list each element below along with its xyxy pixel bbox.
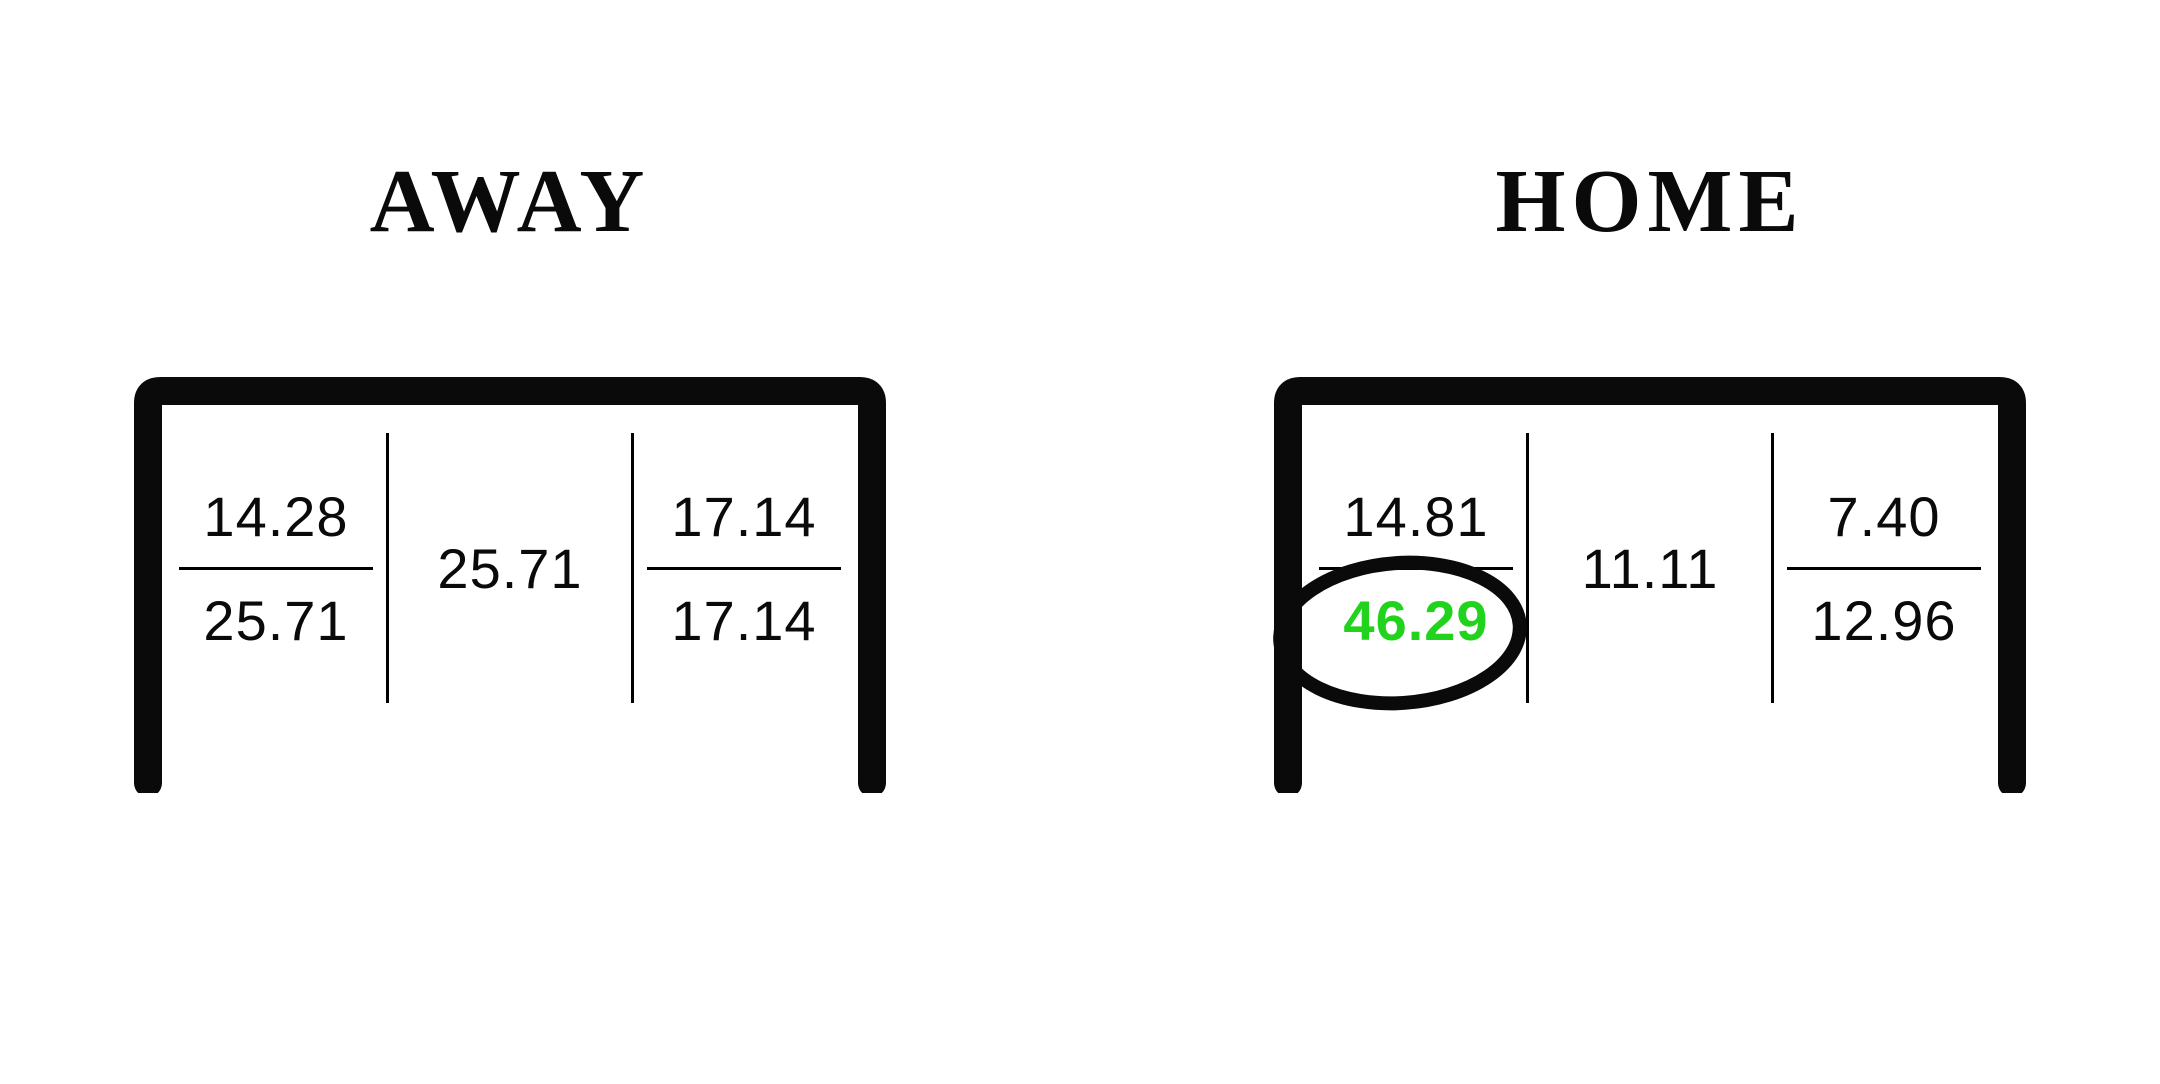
away-col-mid: 25.71 — [389, 423, 631, 713]
home-title: Home — [1270, 150, 2030, 253]
home-zone-bottom-left: 46.29 — [1306, 570, 1526, 671]
home-zone-middle: 11.11 — [1529, 518, 1771, 619]
away-col-right: 17.14 17.14 — [634, 423, 854, 713]
home-col-right: 7.40 12.96 — [1774, 423, 1994, 713]
away-title: Away — [130, 150, 890, 253]
away-zone-top-left: 14.28 — [166, 466, 386, 567]
home-panel: Home 14.81 46.29 11.11 7.40 12 — [1270, 150, 2030, 793]
away-col-left: 14.28 25.71 — [166, 423, 386, 713]
away-zone-middle: 25.71 — [389, 518, 631, 619]
home-zone-bottom-right: 12.96 — [1774, 570, 1994, 671]
home-col-mid: 11.11 — [1529, 423, 1771, 713]
away-panel: Away 14.28 25.71 25.71 17.14 1 — [130, 150, 890, 793]
home-col-left: 14.81 46.29 — [1306, 423, 1526, 713]
home-zones: 14.81 46.29 11.11 7.40 12.96 — [1306, 423, 1994, 713]
home-zone-top-right: 7.40 — [1774, 466, 1994, 567]
away-zone-bottom-right: 17.14 — [634, 570, 854, 671]
away-goal: 14.28 25.71 25.71 17.14 17.14 — [130, 373, 890, 793]
away-zone-top-right: 17.14 — [634, 466, 854, 567]
diagram-root: Away 14.28 25.71 25.71 17.14 1 — [0, 0, 2160, 1084]
away-zones: 14.28 25.71 25.71 17.14 17.14 — [166, 423, 854, 713]
home-zone-top-left: 14.81 — [1306, 466, 1526, 567]
home-goal: 14.81 46.29 11.11 7.40 12.96 — [1270, 373, 2030, 793]
away-zone-bottom-left: 25.71 — [166, 570, 386, 671]
